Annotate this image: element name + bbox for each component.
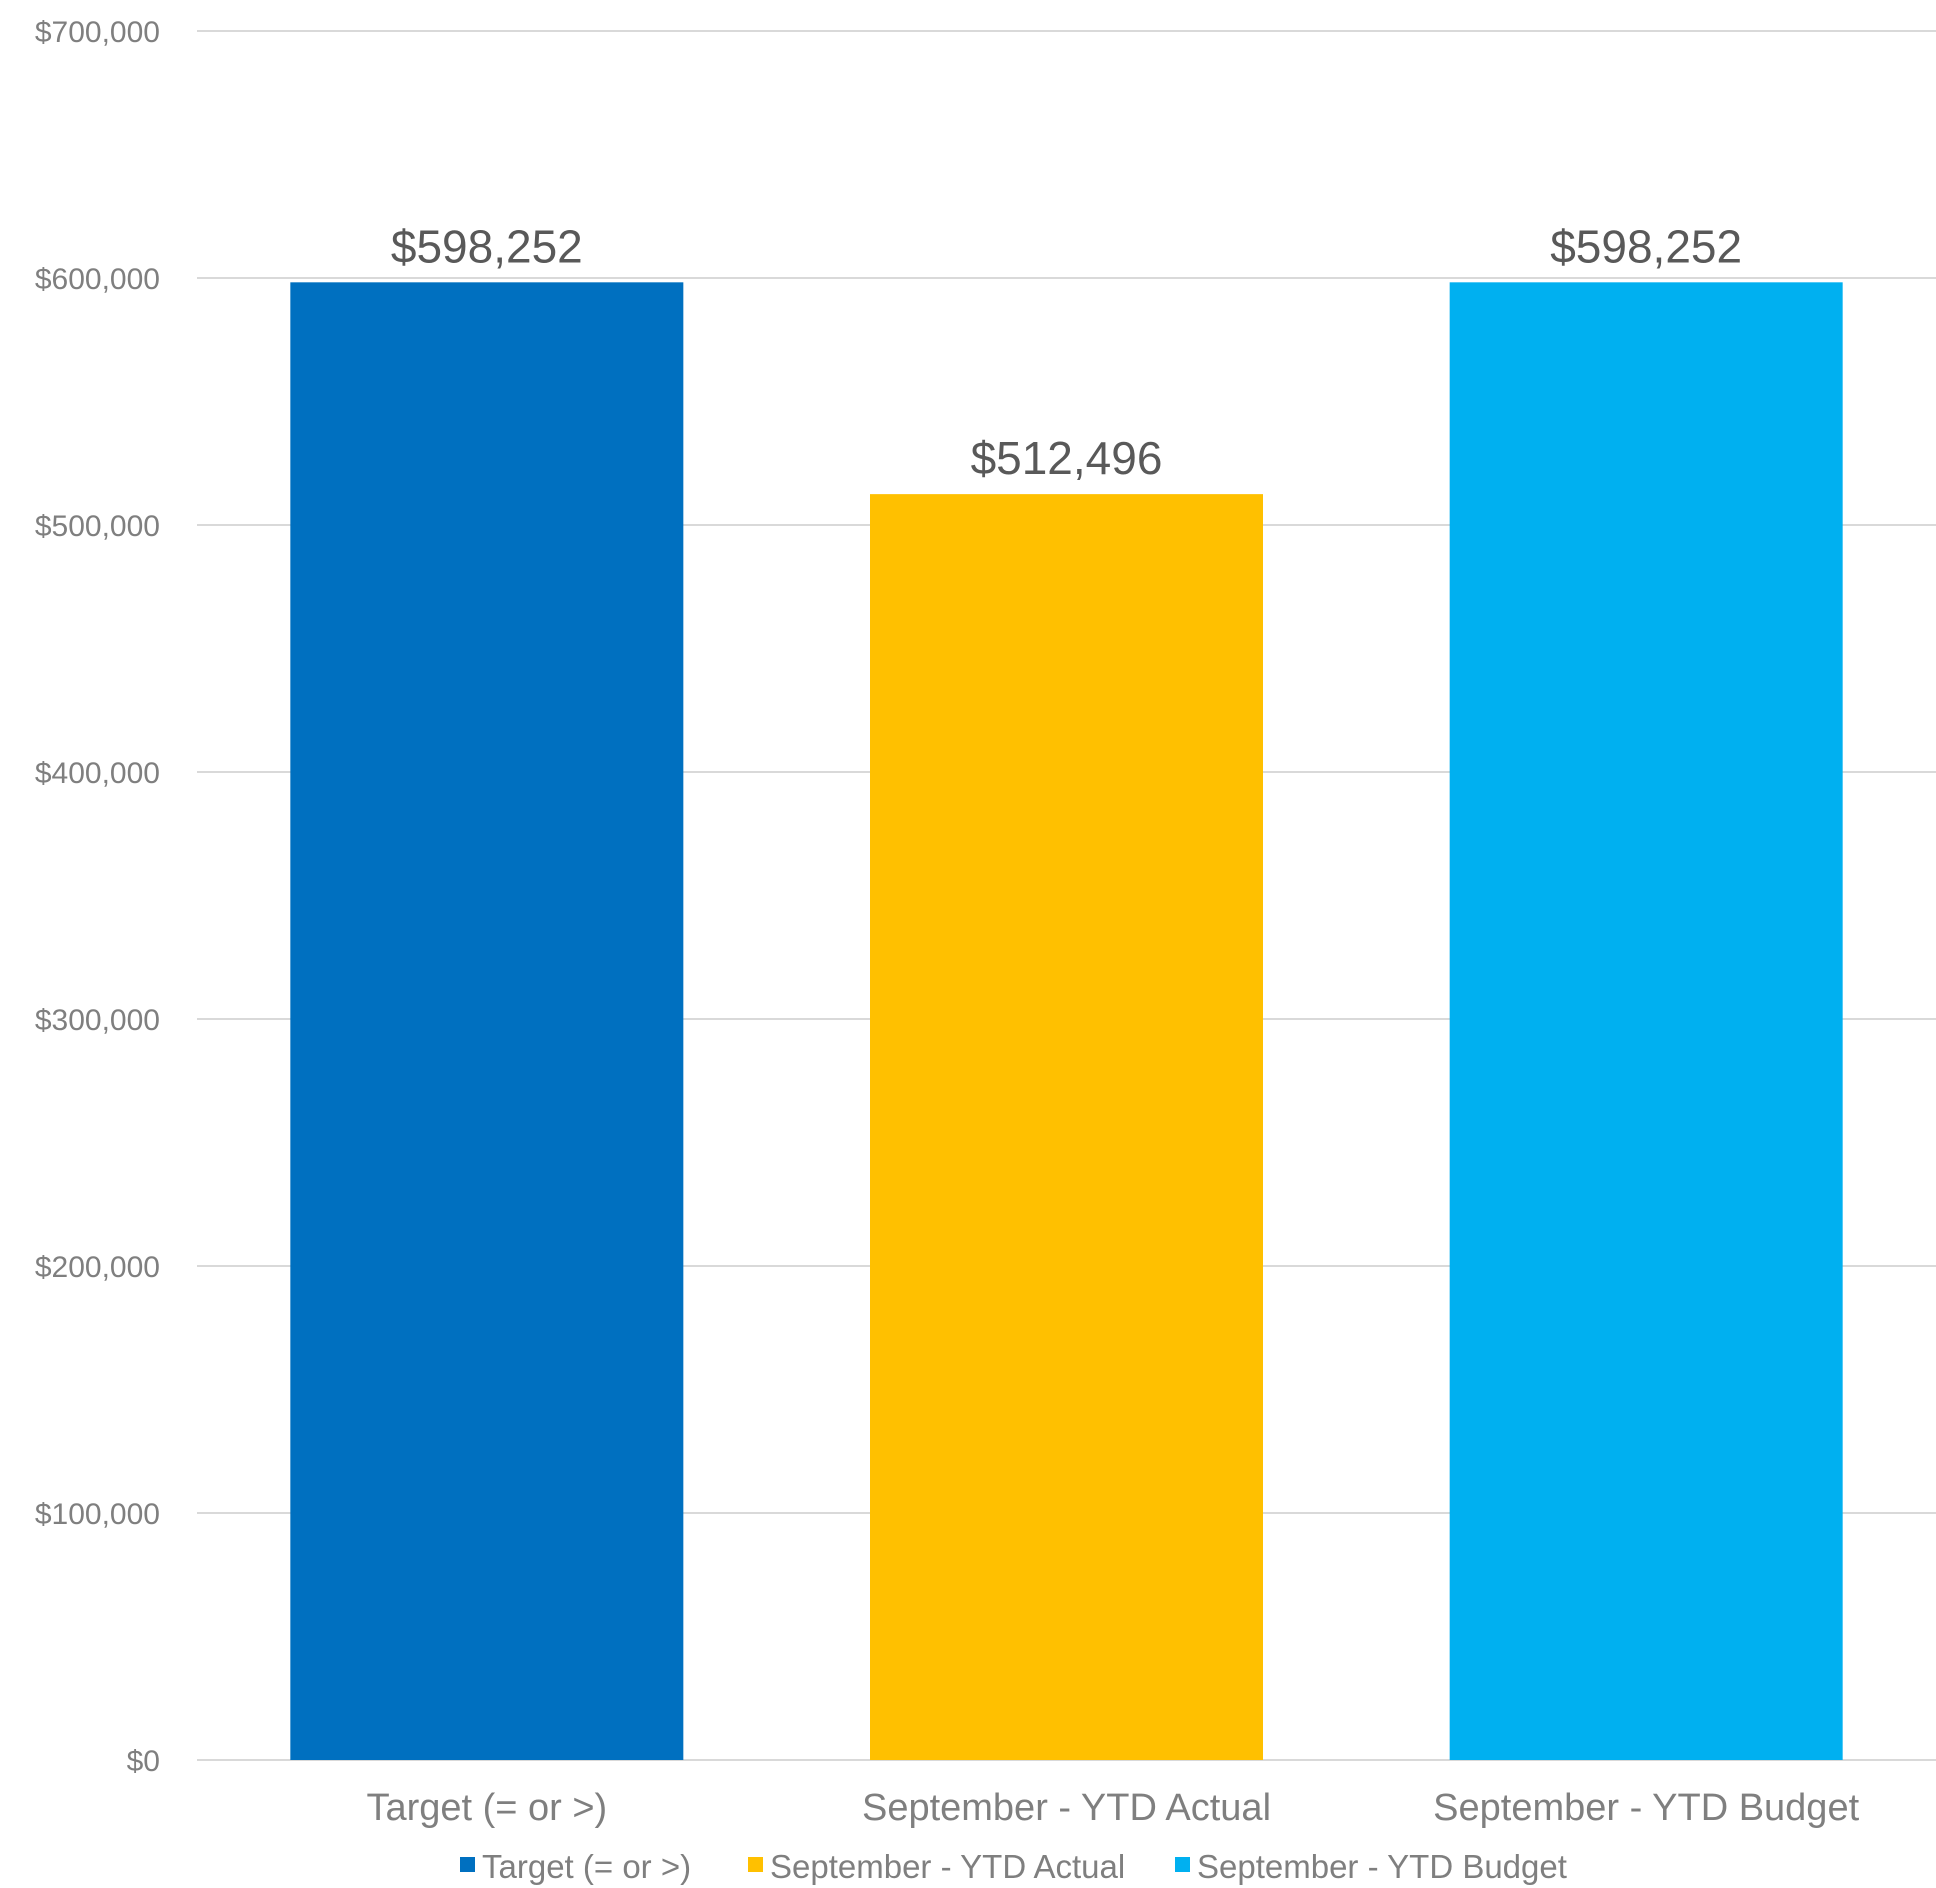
legend-entry-label: Target (= or >)	[482, 1848, 691, 1885]
data-labels: $598,252 $512,496 $598,252	[391, 220, 1742, 484]
bar	[1449, 282, 1843, 1760]
bar	[290, 282, 684, 1760]
legend-entry-label: September - YTD Budget	[1197, 1848, 1567, 1885]
y-tick-label: $0	[127, 1745, 160, 1778]
legend: Target (= or >) September - YTD Actual Sep…	[460, 1848, 1567, 1885]
legend-swatch	[748, 1857, 763, 1872]
category-label: September - YTD Actual	[862, 1787, 1271, 1829]
y-tick-label: $400,000	[35, 757, 160, 790]
legend-swatch	[460, 1857, 475, 1872]
bars	[290, 282, 1843, 1760]
data-label: $598,252	[391, 220, 583, 272]
category-label: September - YTD Budget	[1433, 1787, 1859, 1829]
legend-swatch	[1175, 1857, 1190, 1872]
y-tick-label: $100,000	[35, 1498, 160, 1531]
y-tick-label: $700,000	[35, 16, 160, 49]
y-tick-label: $500,000	[35, 510, 160, 543]
y-tick-label: $300,000	[35, 1004, 160, 1037]
bar	[870, 494, 1263, 1760]
legend-entry-label: September - YTD Actual	[770, 1848, 1125, 1885]
y-axis-tick-labels: $0 $100,000 $200,000 $300,000 $400,000 $500,0…	[35, 16, 160, 1778]
y-tick-label: $200,000	[35, 1251, 160, 1284]
category-label: Target (= or >)	[366, 1787, 607, 1829]
y-tick-label: $600,000	[35, 263, 160, 296]
data-label: $598,252	[1550, 220, 1742, 272]
data-label: $512,496	[971, 432, 1163, 484]
x-axis-category-labels: Target (= or >) September - YTD Actual Sep…	[366, 1787, 1859, 1829]
